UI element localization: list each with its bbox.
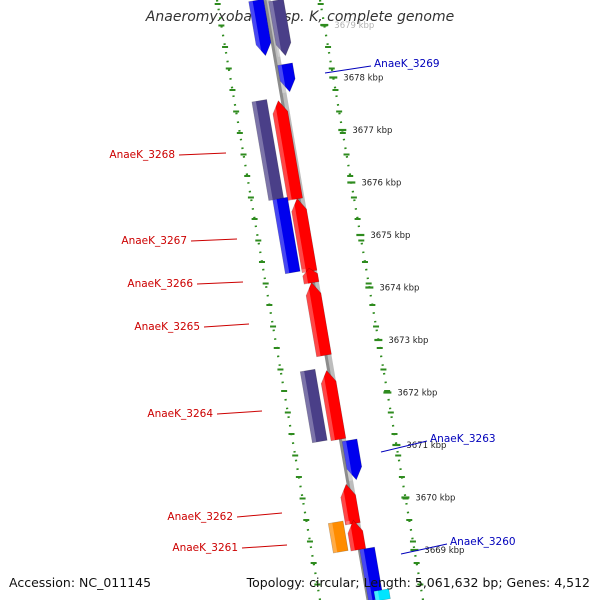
scale-tick-label: 3679 kbp: [334, 21, 374, 31]
gene-highlight: [342, 440, 353, 481]
gene-highlight: [373, 590, 380, 600]
gene-glyph[interactable]: [299, 368, 328, 444]
scale-tick-label: 3669 kbp: [424, 546, 464, 556]
gene-highlight: [289, 199, 307, 273]
gene-label[interactable]: AnaeK_3261: [172, 542, 238, 554]
gene-label-leader: [190, 238, 238, 242]
gene-label[interactable]: AnaeK_3267: [121, 235, 187, 247]
gene-highlight: [345, 520, 355, 552]
scale: 3679 kbp 3678 kbp 3677 kbp 3676 kbp 3675 kbp…: [320, 21, 464, 556]
gene-glyph[interactable]: [304, 281, 332, 358]
gene-label[interactable]: AnaeK_3268: [109, 149, 175, 161]
gene-glyph[interactable]: [373, 588, 391, 600]
gene-label-leader: [236, 512, 283, 518]
gene-highlight: [359, 548, 373, 600]
gene-label[interactable]: AnaeK_3269: [374, 58, 440, 70]
gene-label-leader: [380, 440, 428, 453]
scale-tick-label: 3671 kbp: [406, 441, 446, 451]
gene-body: [248, 0, 272, 57]
gene-highlight: [268, 0, 283, 57]
gene-body: [341, 438, 363, 481]
gene-body: [277, 62, 296, 93]
gene-label-leader: [178, 152, 227, 156]
gene-label[interactable]: AnaeK_3260: [450, 536, 516, 548]
gene-glyph[interactable]: [277, 62, 298, 94]
scale-tick-label: 3673 kbp: [388, 336, 428, 346]
gene-features: [248, 0, 391, 600]
gene-label-leader: [203, 323, 250, 328]
gene-glyph[interactable]: [289, 197, 318, 274]
gene-label-leader: [324, 65, 372, 74]
gene-body: [302, 267, 320, 285]
gene-body: [340, 483, 361, 526]
gene-glyph[interactable]: [345, 519, 367, 552]
gene-highlight: [304, 283, 321, 357]
gene-highlight: [248, 0, 263, 57]
figure-title: Anaeromyxobacter sp. K, complete genome: [145, 9, 455, 25]
scale-tick-label: 3675 kbp: [370, 231, 410, 241]
gene-glyph[interactable]: [268, 0, 293, 57]
gene-highlight: [338, 484, 350, 525]
gene-label[interactable]: AnaeK_3263: [430, 433, 496, 445]
gene-highlight: [277, 64, 287, 94]
gene-body: [305, 281, 332, 358]
scale-tick-label: 3677 kbp: [352, 126, 392, 136]
gene-glyph[interactable]: [301, 267, 320, 285]
gene-label[interactable]: AnaeK_3262: [167, 511, 233, 523]
gene-body: [320, 369, 347, 442]
gene-body: [272, 196, 301, 275]
gene-highlight: [300, 371, 317, 443]
gene-glyph[interactable]: [327, 520, 349, 554]
gene-body: [347, 519, 367, 552]
gene-highlight: [319, 371, 335, 441]
gene-label-leader: [241, 544, 288, 549]
gene-body: [272, 100, 303, 201]
gene-highlight: [270, 101, 292, 201]
gene-label-leader: [196, 281, 244, 285]
gene-body: [373, 588, 391, 600]
gene-label-leader: [400, 543, 448, 555]
gene-body: [327, 520, 349, 554]
gene-label[interactable]: AnaeK_3266: [127, 278, 193, 290]
gene-highlight: [328, 522, 338, 554]
gene-highlight: [301, 268, 309, 285]
gene-labels: AnaeK_3268 AnaeK_3267 AnaeK_3266 AnaeK_3265…: [109, 58, 516, 555]
gene-label[interactable]: AnaeK_3264: [147, 408, 213, 420]
scale-tick-label: 3674 kbp: [379, 284, 419, 294]
gene-glyph[interactable]: [319, 369, 347, 442]
gene-highlight: [251, 101, 273, 201]
genome-summary-text: Topology: circular; Length: 5,061,632 bp…: [246, 575, 590, 590]
gene-body: [291, 197, 318, 274]
gene-label-leader: [216, 410, 263, 415]
gene-body: [299, 368, 328, 444]
scale-tick-label: 3672 kbp: [397, 389, 437, 399]
gene-label[interactable]: AnaeK_3265: [134, 321, 200, 333]
scale-tick-label: 3670 kbp: [415, 494, 455, 504]
scale-tick-label: 3676 kbp: [361, 179, 401, 189]
gene-glyph[interactable]: [270, 99, 303, 201]
gene-glyph[interactable]: [338, 483, 361, 526]
gene-highlight: [272, 199, 290, 274]
accession-text: Accession: NC_011145: [9, 575, 152, 590]
gene-glyph[interactable]: [248, 0, 273, 57]
gene-glyph[interactable]: [341, 438, 364, 481]
gene-body: [268, 0, 292, 57]
scale-tick-label: 3678 kbp: [343, 74, 383, 84]
gene-glyph[interactable]: [272, 196, 301, 275]
